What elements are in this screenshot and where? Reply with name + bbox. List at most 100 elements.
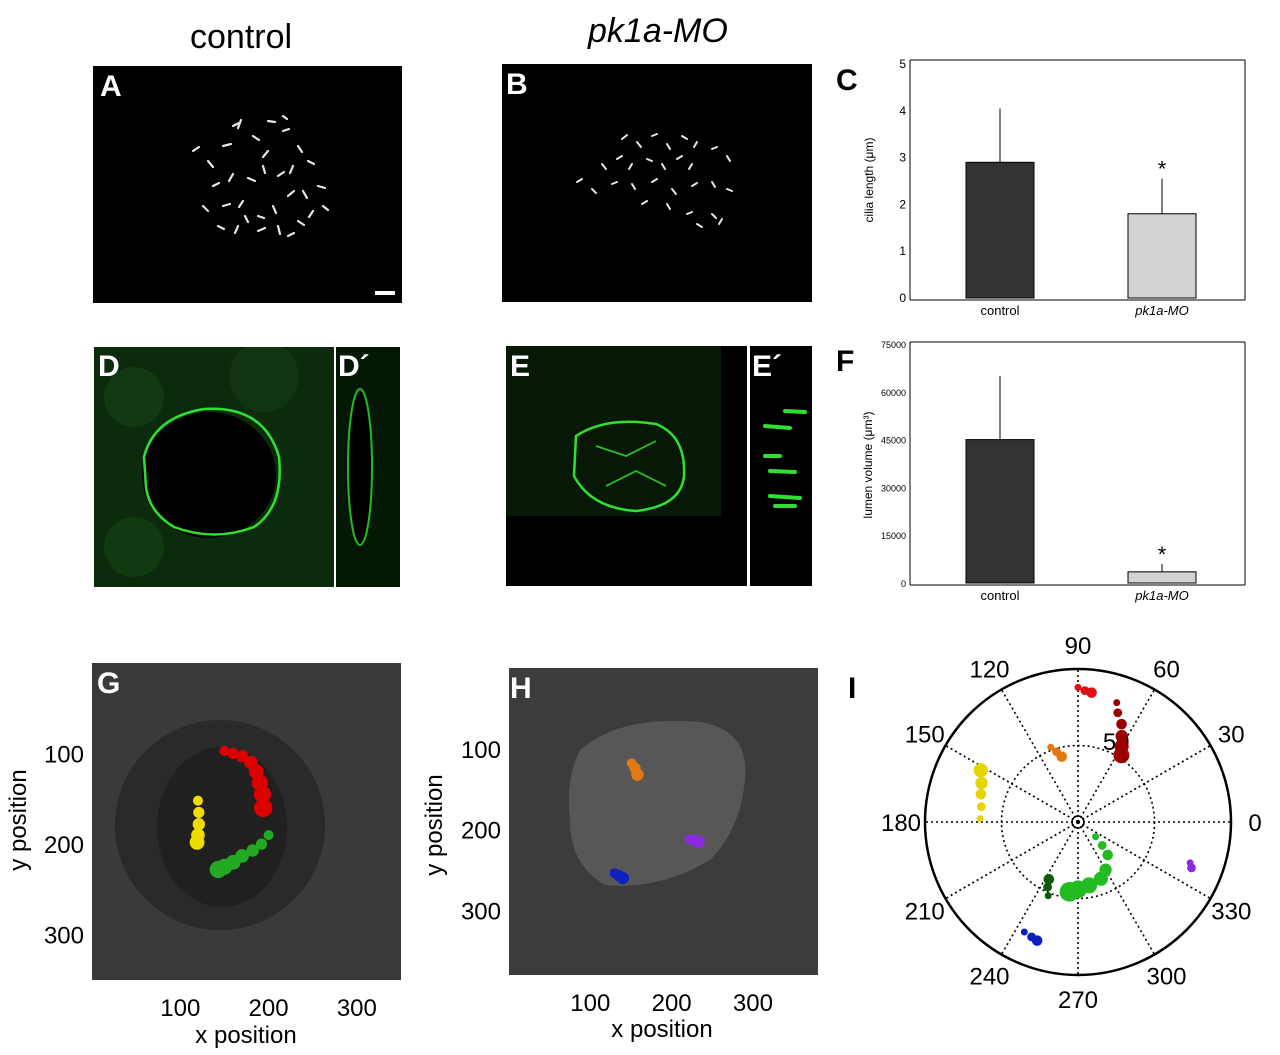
chart-f-category-label: pk1a-MO bbox=[1134, 588, 1188, 603]
panel-a-cilia-image bbox=[93, 66, 402, 303]
chart-f-lumen-volume: 0 15000 30000 45000 60000 75000 control * pk1a-… bbox=[861, 340, 1246, 603]
chart-c-ytick: 2 bbox=[899, 197, 906, 211]
chart-g-xlabel: x position bbox=[195, 1022, 296, 1049]
polar-track-point bbox=[1092, 833, 1100, 841]
polar-track-point bbox=[1043, 882, 1053, 892]
polar-track-point bbox=[1031, 935, 1043, 946]
chart-h-ytick: 300 bbox=[461, 898, 501, 925]
chart-f-ytick: 75000 bbox=[881, 340, 906, 350]
polar-track-point bbox=[976, 802, 986, 812]
chart-f-significance-marker: * bbox=[1158, 542, 1167, 567]
panel-e-prime-image bbox=[750, 346, 812, 586]
panel-label-a: A bbox=[100, 70, 122, 103]
chart-g-ytick: 300 bbox=[44, 923, 84, 950]
panel-label-b: B bbox=[506, 68, 528, 101]
polar-track-point bbox=[1187, 863, 1196, 873]
chart-g-track-point bbox=[253, 785, 271, 803]
chart-c-ytick: 3 bbox=[899, 151, 906, 165]
polar-track-point bbox=[1113, 699, 1121, 707]
polar-track-point bbox=[1086, 687, 1097, 698]
panel-label-e: E bbox=[510, 350, 531, 383]
polar-spoke bbox=[1000, 689, 1079, 823]
lumen-image-d-prime bbox=[347, 388, 373, 546]
polar-angle-label: 150 bbox=[905, 722, 945, 749]
chart-f-category-label: control bbox=[980, 588, 1019, 603]
chart-c-ytick: 4 bbox=[899, 104, 906, 118]
chart-h-tracks-morphant: 100 100 200 200 300 300 x position y position bbox=[421, 668, 818, 1043]
panel-d-prime-image bbox=[336, 347, 400, 587]
polar-angle-label: 120 bbox=[969, 657, 1009, 684]
chart-g-track-point bbox=[219, 745, 230, 756]
panel-label-c: C bbox=[836, 64, 858, 97]
chart-h-track-point bbox=[616, 871, 630, 885]
chart-h-track-point bbox=[631, 768, 644, 781]
panel-label-d-prime: D´ bbox=[338, 350, 370, 383]
chart-c-cilia-length: 0 1 2 3 4 5 control * pk1a-MO cilia length (μm) bbox=[862, 57, 1246, 318]
polar-spoke bbox=[1077, 744, 1211, 823]
polar-angle-label: 210 bbox=[905, 899, 945, 926]
polar-track-point bbox=[1113, 708, 1123, 718]
panel-label-d: D bbox=[98, 350, 120, 383]
lumen-image-e bbox=[506, 346, 721, 516]
cilia-image-a bbox=[191, 114, 395, 295]
chart-g-xtick: 100 bbox=[160, 995, 200, 1022]
polar-angle-label: 0 bbox=[1248, 810, 1261, 837]
polar-spoke bbox=[945, 744, 1079, 823]
panel-label-f: F bbox=[836, 345, 855, 378]
chart-f-bar bbox=[1127, 571, 1197, 584]
polar-track-point bbox=[1074, 683, 1082, 691]
chart-c-bar bbox=[1127, 213, 1197, 299]
polar-track-point bbox=[1056, 751, 1068, 762]
lumen-image-d bbox=[104, 342, 299, 577]
lumen-image-e-prime bbox=[763, 409, 807, 508]
polar-track-point bbox=[1113, 747, 1130, 764]
chart-c-category-label: pk1a-MO bbox=[1134, 303, 1188, 318]
chart-c-ytick: 1 bbox=[899, 244, 906, 258]
chart-f-ytick: 45000 bbox=[881, 436, 906, 446]
polar-spoke bbox=[1077, 821, 1156, 955]
polar-angle-label: 240 bbox=[969, 963, 1009, 990]
polar-track-point bbox=[1116, 718, 1127, 730]
chart-g-ytick: 100 bbox=[44, 742, 84, 769]
chart-g-xtick: 200 bbox=[249, 995, 289, 1022]
polar-track-point bbox=[975, 776, 988, 790]
chart-c-significance-marker: * bbox=[1158, 157, 1167, 182]
polar-track-point bbox=[1043, 873, 1055, 885]
polar-track-point bbox=[1020, 928, 1028, 936]
chart-g-ylabel: y position bbox=[5, 769, 32, 870]
polar-spoke bbox=[1000, 821, 1079, 955]
polar-track-point bbox=[1059, 882, 1080, 902]
chart-g-track-point bbox=[255, 838, 268, 850]
polar-spoke bbox=[945, 821, 1079, 900]
chart-f-ytick: 15000 bbox=[881, 531, 906, 541]
polar-track-point bbox=[1047, 743, 1055, 751]
chart-f-ytick: 30000 bbox=[881, 483, 906, 493]
panel-label-g: G bbox=[97, 667, 121, 700]
chart-h-ytick: 100 bbox=[461, 737, 501, 764]
chart-g-xtick: 300 bbox=[337, 995, 377, 1022]
polar-angle-label: 300 bbox=[1146, 963, 1186, 990]
polar-track-point bbox=[976, 815, 984, 823]
chart-g-track-point bbox=[254, 798, 273, 818]
chart-h-ylabel: y position bbox=[421, 774, 448, 875]
panel-label-i: I bbox=[848, 672, 857, 705]
polar-track-point bbox=[1102, 849, 1113, 861]
chart-h-xlabel: x position bbox=[611, 1016, 712, 1043]
polar-angle-label: 60 bbox=[1153, 657, 1180, 684]
column-title-control: control bbox=[190, 18, 293, 56]
polar-track-point bbox=[1097, 840, 1107, 850]
chart-f-ylabel: lumen volume (μm³) bbox=[861, 412, 875, 519]
panel-b-cilia-image bbox=[502, 64, 812, 302]
column-title-morphant: pk1a-MO bbox=[588, 12, 728, 50]
chart-g-ytick: 200 bbox=[44, 832, 84, 859]
polar-track-point bbox=[975, 788, 987, 800]
chart-c-bar bbox=[965, 161, 1035, 299]
chart-c-ylabel: cilia length (μm) bbox=[862, 138, 876, 223]
cilia-image-b bbox=[576, 133, 733, 228]
chart-g-track-point bbox=[189, 834, 205, 850]
chart-h-xtick: 100 bbox=[570, 990, 610, 1017]
chart-g-track-point bbox=[192, 795, 203, 806]
chart-g-tracks-control: 100 100 200 200 300 300 x position y position bbox=[5, 663, 401, 1049]
polar-center-dot bbox=[1076, 820, 1080, 824]
polar-track-point bbox=[973, 763, 988, 778]
